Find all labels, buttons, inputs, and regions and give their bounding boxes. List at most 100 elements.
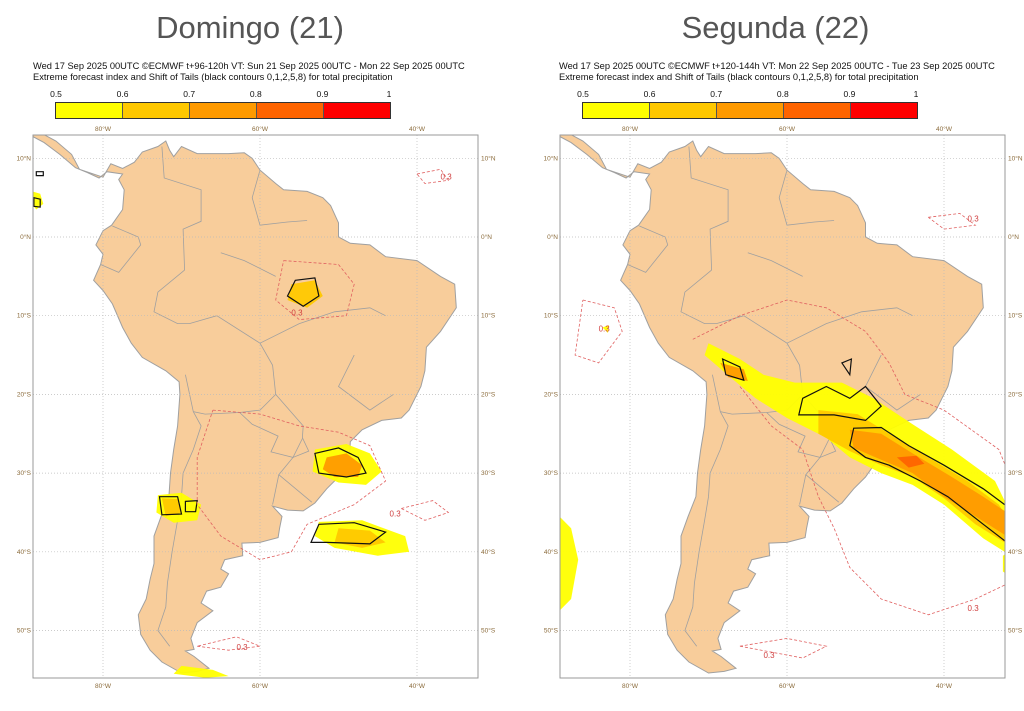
colorbar-tick: 0.7 [710, 89, 723, 99]
sot-contour [840, 358, 853, 377]
map-panel-monday: Segunda (22) Wed 17 Sep 2025 00UTC ©ECMW… [527, 0, 1024, 711]
sot-contour [314, 447, 367, 478]
latitude-label: 0°N [20, 233, 31, 241]
country-border [786, 307, 913, 344]
colorbar-tick: 0.6 [643, 89, 656, 99]
contour-label: 0.3 [763, 651, 775, 660]
latitude-label: 30°S [17, 469, 32, 477]
longitude-label: 40°W [409, 682, 426, 690]
contour-label: 0.3 [968, 214, 980, 223]
efi-region [287, 280, 323, 308]
contour-label: 0.3 [291, 309, 303, 318]
country-border [766, 412, 830, 458]
colorbar [582, 102, 918, 119]
latitude-label: 10°S [17, 312, 32, 320]
efi-contour-0.3 [692, 299, 1005, 466]
colorbar-segment [190, 103, 257, 118]
country-border [100, 225, 142, 273]
latitude-label: 50°S [1008, 627, 1023, 635]
latitude-label: 30°S [544, 469, 559, 477]
forecast-header: Wed 17 Sep 2025 00UTC ©ECMWF t+96-120h V… [33, 61, 465, 71]
country-border [337, 354, 394, 411]
efi-contour-0.3 [401, 500, 450, 521]
efi-region [560, 517, 579, 611]
country-border [161, 146, 202, 271]
sot-contour [184, 499, 198, 513]
efi-map: 0.3 0.3 0.3 0.3 80°W 80°W 60°W 60°W 40°W 40°W 10°N… [543, 125, 1023, 690]
colorbar-segment [583, 103, 650, 118]
longitude-label: 60°W [252, 682, 269, 690]
forecast-description: Extreme forecast index and Shift of Tail… [559, 72, 919, 82]
longitude-label: 80°W [95, 125, 112, 133]
panel-title: Domingo (21) [156, 10, 344, 45]
efi-map: 0.3 0.3 0.3 0.3 80°W 80°W 60°W 60°W 40°W 40°W 10°N… [16, 125, 496, 690]
efi-region [896, 455, 925, 468]
efi-contour-0.3 [416, 168, 450, 184]
country-border [688, 146, 729, 271]
latitude-label: 30°S [1008, 469, 1023, 477]
colorbar-segment [324, 103, 390, 118]
sot-contour [33, 196, 41, 208]
map-frame [32, 134, 479, 679]
colorbar-tick: 0.9 [843, 89, 856, 99]
country-border [684, 411, 729, 647]
latitude-label: 20°S [544, 390, 559, 398]
longitude-label: 40°W [936, 125, 953, 133]
efi-region [1002, 554, 1005, 573]
efi-region [173, 665, 229, 678]
efi-contour-0.3 [928, 212, 977, 230]
efi-contour-0.3 [739, 637, 828, 659]
longitude-label: 60°W [779, 682, 796, 690]
colorbar-tick: 0.8 [249, 89, 262, 99]
latitude-label: 10°N [481, 154, 496, 162]
contour-label: 0.3 [968, 604, 980, 613]
forecast-description: Extreme forecast index and Shift of Tail… [33, 72, 393, 82]
efi-contour-0.3 [739, 386, 1005, 616]
colorbar-segment [717, 103, 784, 118]
latitude-label: 40°S [1008, 548, 1023, 556]
colorbar-tick: 0.6 [116, 89, 129, 99]
sot-contour [158, 496, 183, 516]
latitude-label: 10°S [544, 312, 559, 320]
latitude-label: 10°S [1008, 312, 1023, 320]
sot-contour [798, 385, 883, 422]
sot-contour [286, 277, 320, 308]
colorbar-segment [784, 103, 851, 118]
longitude-label: 80°W [622, 682, 639, 690]
latitude-label: 30°S [481, 469, 496, 477]
latitude-label: 40°S [17, 548, 32, 556]
latitude-label: 10°N [16, 154, 31, 162]
efi-contour-0.3 [197, 636, 262, 651]
forecast-header: Wed 17 Sep 2025 00UTC ©ECMWF t+120-144h … [559, 61, 995, 71]
colorbar-segment [123, 103, 190, 118]
country-border [259, 307, 386, 344]
colorbar-tick: 1 [386, 89, 392, 99]
country-border [272, 474, 280, 505]
longitude-label: 60°W [252, 125, 269, 133]
map-frame [559, 134, 1006, 679]
contour-label: 0.3 [390, 509, 402, 518]
colorbar-segment [56, 103, 123, 118]
efi-contour-0.3 [275, 260, 355, 321]
contour-label: 0.3 [599, 324, 611, 333]
latitude-label: 20°S [17, 390, 32, 398]
country-border [680, 269, 804, 415]
country-border [747, 252, 803, 277]
efi-region [161, 498, 182, 517]
sot-contour [310, 522, 387, 545]
country-border [799, 474, 807, 505]
country-border [239, 412, 303, 458]
efi-region [849, 429, 1005, 535]
colorbar-tick: 0.5 [577, 89, 589, 99]
efi-region [720, 362, 748, 381]
efi-contour-0.3 [196, 409, 387, 561]
colorbar-segment [257, 103, 324, 118]
sot-contour [721, 357, 745, 382]
latitude-label: 10°S [481, 312, 496, 320]
colorbar-tick: 0.8 [776, 89, 789, 99]
colorbar-tick: 0.9 [316, 89, 329, 99]
latitude-label: 40°S [544, 548, 559, 556]
colorbar-segment [851, 103, 917, 118]
country-border [627, 225, 669, 273]
sot-contour [35, 171, 44, 177]
